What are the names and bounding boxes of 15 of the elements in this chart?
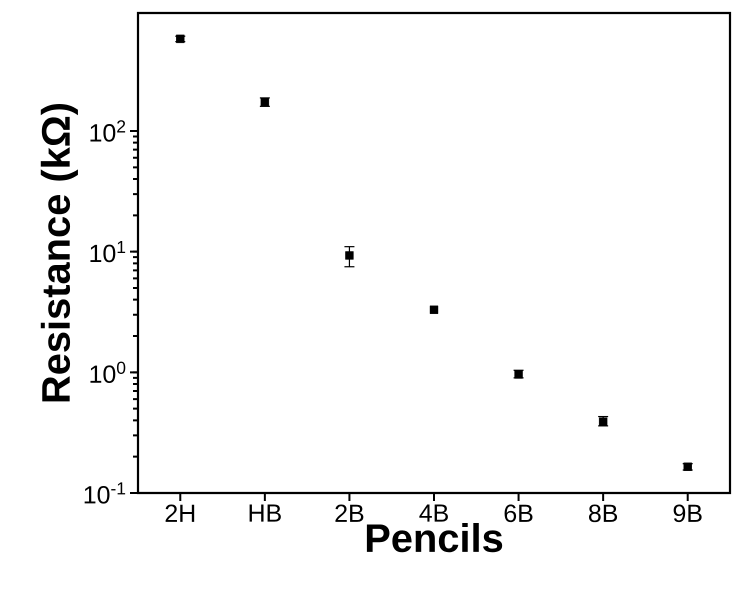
y-tick-label: 10$^{1}$ (90, 241, 126, 262)
x-tick-label: HB (250, 504, 281, 522)
point (345, 251, 354, 260)
x-tick-label: 2B (335, 504, 364, 522)
point (430, 306, 438, 314)
x-tick-label: 6B (504, 504, 532, 522)
y-tick-label: 10$^{0}$ (90, 362, 126, 384)
x-tick-label: 8B (588, 504, 618, 522)
x-tick-label: 2H (166, 504, 194, 522)
y-axis-title: Resistance (kΩ) (40, 104, 78, 402)
x-tick-label: 4B (419, 504, 448, 522)
y-tick-label: 10$^{2}$ (90, 120, 126, 142)
x-axis-title: Pencils (366, 522, 502, 552)
y-tick-label: 10$^{-1}$ (84, 482, 126, 504)
x-tick-label: 9B (674, 504, 702, 522)
